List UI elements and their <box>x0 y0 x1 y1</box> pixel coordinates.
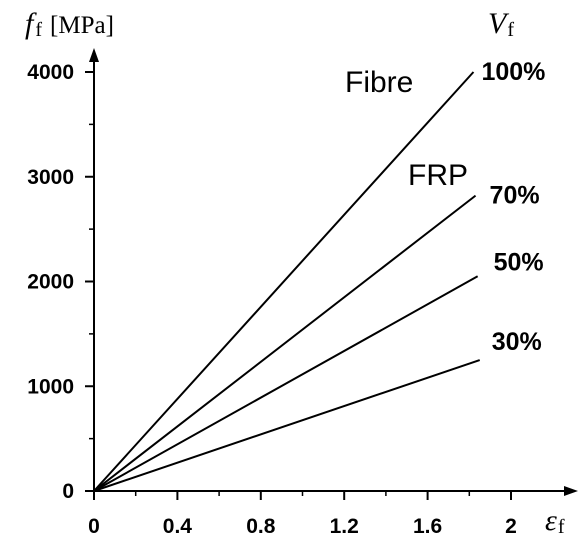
x-axis-label: εf <box>545 504 565 538</box>
y-tick-label: 2000 <box>27 271 74 294</box>
x-tick-label: 0.8 <box>246 515 276 538</box>
x-tick-label: 0 <box>88 515 100 538</box>
series-label: 100% <box>481 58 545 86</box>
series-line <box>93 359 481 492</box>
series-line <box>93 194 477 492</box>
series-lines <box>93 71 481 492</box>
y-axis-label: f f [MPa] <box>25 7 114 41</box>
x-tick-label: 1.2 <box>330 515 359 538</box>
series-line <box>93 275 479 492</box>
annotation-label: Fibre <box>345 66 413 99</box>
x-tick-label: 1.6 <box>413 515 442 538</box>
y-tick-label: 1000 <box>27 375 74 398</box>
axes <box>89 48 578 496</box>
labels: 0 0.4 0.8 1.2 1.6 2 0 1000 2000 3000 4000 100% 70% 50… <box>25 7 565 538</box>
y-tick-label: 3000 <box>27 166 74 189</box>
series-label: 50% <box>494 248 544 276</box>
x-tick-label: 2 <box>505 515 517 538</box>
legend-title: Vf <box>488 7 514 41</box>
x-tick-label: 0.4 <box>163 515 193 538</box>
y-tick-label: 0 <box>62 480 74 503</box>
y-tick-label: 4000 <box>27 61 74 84</box>
y-axis-arrow <box>89 48 99 62</box>
series-label: 70% <box>490 182 540 210</box>
series-line <box>93 71 475 492</box>
annotation-label: FRP <box>408 159 468 192</box>
ticks <box>85 71 512 500</box>
series-label: 30% <box>492 328 542 356</box>
x-axis-arrow <box>564 486 578 496</box>
